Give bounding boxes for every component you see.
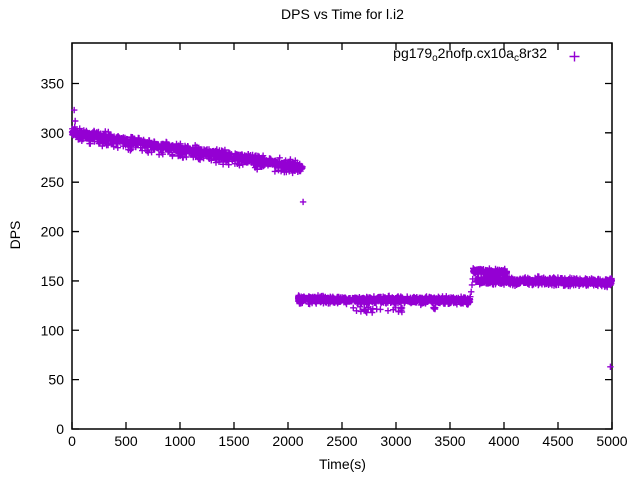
y-tick-label: 300 [41,125,65,141]
legend-label-part: 2nofp.cx10a [437,45,514,61]
x-axis-label: Time(s) [319,456,366,472]
x-tick-label: 4500 [542,433,573,449]
y-tick-label: 350 [41,75,65,91]
x-tick-label: 2500 [326,433,357,449]
legend-label: pg179o2nofp.cx10ac8r32 [393,45,547,67]
y-tick-label: 0 [56,421,64,437]
y-tick-label: 200 [41,224,65,240]
x-tick-label: 2000 [272,433,303,449]
y-tick-label: 100 [41,322,65,338]
chart-title: DPS vs Time for l.i2 [281,6,404,22]
y-tick-label: 250 [41,174,65,190]
x-tick-label: 500 [114,433,138,449]
x-tick-label: 1000 [164,433,195,449]
legend-label-part: 8r32 [518,45,547,61]
x-tick-label: 5000 [596,433,627,449]
y-tick-label: 150 [41,273,65,289]
legend-label-subscript: o [432,53,438,64]
x-tick-label: 1500 [218,433,249,449]
x-tick-label: 0 [68,433,76,449]
legend-label-part: pg179 [393,45,433,61]
scatter-points [68,106,615,370]
y-tick-label: 50 [48,372,64,388]
x-tick-label: 3000 [380,433,411,449]
tick-marks [71,43,613,430]
x-tick-label: 4000 [488,433,519,449]
y-axis-label: DPS [7,220,23,250]
legend-label-subscript: c [513,53,519,64]
plus-marker-icon [569,51,580,61]
plot-border [71,42,613,430]
legend: pg179o2nofp.cx10ac8r32 [393,45,580,67]
x-tick-label: 3500 [434,433,465,449]
